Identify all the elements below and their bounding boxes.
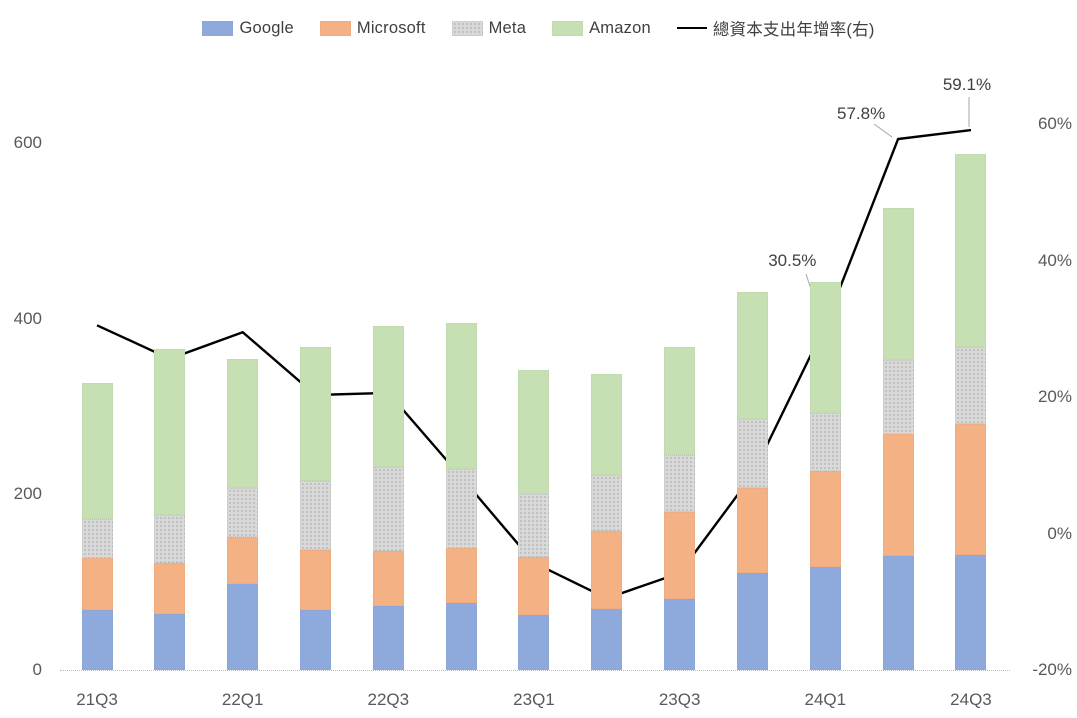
bar-segment-meta-23q3: [664, 454, 696, 512]
bar-segment-google-21q4: [154, 613, 186, 670]
bar-segment-microsoft-23q1: [518, 556, 550, 615]
data-label-57.8pct: 57.8%: [837, 104, 886, 123]
bar-segment-google-24q1: [809, 567, 841, 670]
bar-segment-meta-21q4: [154, 515, 186, 563]
bar-segment-microsoft-24q1: [809, 470, 841, 568]
legend-label: Amazon: [589, 18, 651, 37]
bar-segment-amazon-23q1: [518, 370, 550, 495]
bar-segment-microsoft-23q3: [664, 511, 696, 599]
bar-segment-microsoft-21q4: [154, 562, 186, 614]
bar-segment-meta-23q4: [736, 418, 768, 489]
bar-segment-google-22q2: [299, 610, 331, 670]
bar-segment-amazon-22q4: [445, 323, 477, 469]
bar-segment-google-22q1: [227, 583, 259, 670]
x-axis-baseline: [60, 670, 1010, 671]
bar-segment-microsoft-24q2: [882, 433, 914, 556]
bar-segment-microsoft-23q2: [591, 531, 623, 610]
bar-segment-amazon-23q3: [664, 346, 696, 455]
right-axis-tick: 0%: [1047, 523, 1072, 543]
bar-segment-amazon-24q3: [955, 153, 987, 347]
bar-segment-google-21q3: [81, 610, 113, 670]
chart-legend: Google Microsoft Meta Amazon 總資本支出年增率(右): [0, 16, 1077, 40]
left-axis-tick: 400: [13, 308, 42, 328]
bar-segment-microsoft-22q2: [299, 549, 331, 611]
x-axis-tick-21q3: 21Q3: [76, 690, 118, 709]
right-axis-tick: 20%: [1037, 387, 1072, 406]
bar-segment-google-24q3: [955, 554, 987, 670]
bar-segment-amazon-23q4: [736, 292, 768, 419]
data-label-30.5pct: 30.5%: [768, 251, 817, 271]
legend-item-microsoft: Microsoft: [319, 18, 426, 38]
legend-item-meta: Meta: [451, 18, 527, 38]
bar-segment-google-23q2: [591, 609, 623, 670]
bar-segment-microsoft-21q3: [81, 558, 113, 611]
bar-segment-meta-22q3: [372, 467, 404, 551]
legend-label: Meta: [488, 18, 527, 37]
bar-segment-amazon-21q4: [154, 349, 186, 516]
legend-label: Google: [239, 18, 294, 37]
bar-segment-amazon-24q1: [809, 281, 841, 413]
legend-label: 總資本支出年增率(右): [712, 21, 875, 39]
legend-swatch-icon: [319, 20, 351, 36]
right-axis-tick: 60%: [1037, 114, 1072, 133]
left-axis-tick: 0: [32, 660, 42, 679]
bar-segment-microsoft-24q3: [955, 424, 987, 555]
bar-segment-meta-22q4: [445, 468, 477, 548]
bar-segment-google-22q3: [372, 605, 404, 670]
legend-item-google: Google: [202, 18, 294, 38]
bar-segment-google-24q2: [882, 555, 914, 670]
legend-label: Microsoft: [356, 18, 426, 37]
right-axis-tick: -20%: [1032, 660, 1072, 679]
bar-segment-meta-22q2: [299, 481, 331, 550]
annotation-leader-line: [873, 123, 893, 138]
bar-segment-microsoft-22q1: [227, 537, 259, 584]
bar-segment-amazon-22q2: [299, 346, 331, 482]
bar-segment-meta-23q1: [518, 494, 550, 557]
x-axis-tick-24q1: 24Q1: [804, 690, 847, 709]
legend-swatch-icon: [552, 20, 584, 36]
bar-segment-microsoft-23q4: [736, 488, 768, 574]
right-axis-tick: 40%: [1037, 250, 1072, 270]
bar-segment-meta-24q3: [955, 346, 987, 425]
bar-segment-amazon-22q3: [372, 325, 404, 468]
bar-segment-meta-23q2: [591, 475, 623, 532]
data-label-59.1pct: 59.1%: [942, 75, 992, 95]
bar-segment-meta-21q3: [81, 518, 113, 559]
legend-item-amazon: Amazon: [552, 19, 651, 38]
bar-segment-amazon-21q3: [81, 382, 113, 519]
legend-line-icon: [676, 27, 707, 29]
bar-segment-google-23q4: [736, 573, 768, 670]
bar-segment-meta-22q1: [227, 488, 259, 538]
bar-segment-meta-24q2: [882, 359, 914, 434]
legend-swatch-icon: [451, 20, 483, 36]
x-axis-tick-24q3: 24Q3: [950, 690, 992, 709]
bar-segment-amazon-24q2: [882, 207, 914, 360]
bar-segment-amazon-22q1: [227, 359, 259, 489]
left-axis-tick: 600: [13, 133, 42, 152]
legend-item-growth-line: 總資本支出年增率(右): [676, 16, 875, 40]
bar-segment-google-22q4: [445, 603, 477, 670]
bar-segment-microsoft-22q4: [445, 547, 477, 604]
legend-swatch-icon: [202, 20, 234, 36]
bar-segment-google-23q1: [518, 614, 550, 670]
bar-segment-microsoft-22q3: [372, 550, 404, 606]
x-axis-tick-23q1: 23Q1: [513, 690, 555, 709]
bar-segment-meta-24q1: [809, 412, 841, 471]
bar-segment-google-23q3: [664, 598, 696, 670]
bar-segment-amazon-23q2: [591, 374, 623, 475]
x-axis-tick-22q1: 22Q1: [221, 690, 264, 709]
x-axis-tick-23q3: 23Q3: [658, 690, 701, 709]
x-axis-tick-22q3: 22Q3: [367, 690, 410, 709]
left-axis-tick: 200: [13, 484, 42, 504]
